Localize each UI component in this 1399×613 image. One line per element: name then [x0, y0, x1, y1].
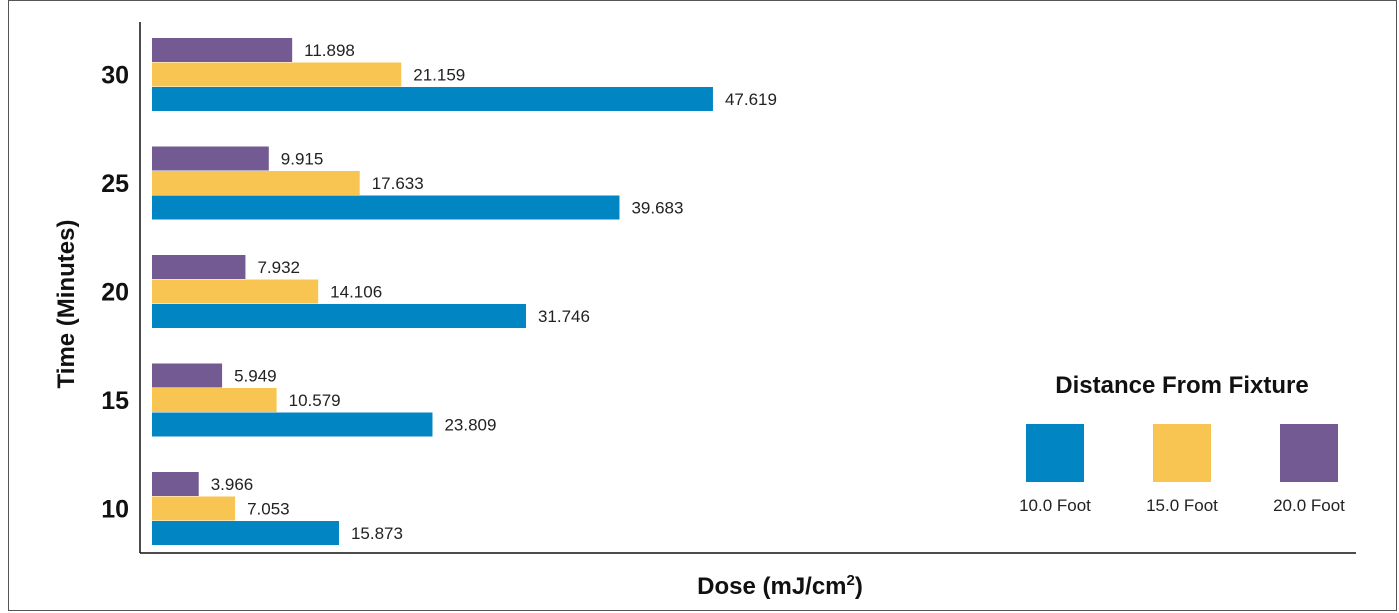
bar-10-0-foot-15	[152, 412, 433, 437]
bar-10-0-foot-10	[152, 521, 339, 545]
data-label: 21.159	[413, 66, 465, 85]
bar-20-0-foot-30	[152, 38, 293, 62]
y-tick-label: 30	[101, 62, 129, 90]
data-label: 9.915	[281, 150, 324, 169]
bars-group: 11.898 21.159 47.619 9.915 17.633 39.683 7.932…	[152, 38, 777, 545]
data-label: 11.898	[304, 41, 355, 60]
data-label: 47.619	[725, 90, 777, 109]
data-label: 39.683	[631, 199, 683, 218]
bar-20-0-foot-20	[152, 255, 246, 279]
bar-20-0-foot-15	[152, 363, 223, 388]
bar-15-0-foot-20	[152, 279, 319, 304]
data-label: 31.746	[538, 307, 590, 326]
bar-20-0-foot-10	[152, 472, 199, 496]
bar-15-0-foot-10	[152, 496, 236, 521]
data-label: 17.633	[372, 174, 424, 193]
x-axis-title-close: )	[855, 573, 863, 600]
bar-20-0-foot-25	[152, 146, 269, 171]
legend: Distance From Fixture 10.0 Foot 15.0 Foot 2…	[1019, 372, 1345, 515]
data-label: 15.873	[351, 524, 403, 543]
y-tick-label: 20	[101, 279, 129, 307]
y-tick-label: 25	[101, 170, 129, 198]
bar-15-0-foot-30	[152, 62, 402, 87]
data-label: 14.106	[330, 283, 382, 302]
data-label: 3.966	[211, 475, 254, 494]
legend-label: 10.0 Foot	[1019, 496, 1091, 515]
chart-frame	[8, 0, 1397, 611]
x-axis-title: Dose (mJ/cm2)	[697, 572, 863, 600]
legend-swatch	[1280, 424, 1338, 482]
bar-10-0-foot-20	[152, 304, 526, 328]
y-tick-label: 10	[101, 496, 129, 524]
bar-15-0-foot-25	[152, 171, 360, 195]
legend-title: Distance From Fixture	[1055, 372, 1308, 399]
bar-10-0-foot-25	[152, 195, 620, 220]
data-label: 10.579	[289, 391, 341, 410]
x-axis-title-sup: 2	[847, 572, 855, 589]
data-label: 7.053	[247, 500, 290, 519]
y-tick-label: 15	[101, 387, 129, 415]
legend-label: 20.0 Foot	[1273, 496, 1345, 515]
data-label: 7.932	[257, 258, 300, 277]
legend-swatch	[1153, 424, 1211, 482]
data-label: 23.809	[444, 416, 496, 435]
legend-swatch	[1026, 424, 1084, 482]
bar-15-0-foot-15	[152, 388, 277, 412]
category-ticks-group: 30 25 20 15 10	[101, 62, 129, 524]
data-label: 5.949	[234, 367, 277, 386]
x-axis-title-main: Dose (mJ/cm	[697, 573, 846, 600]
bar-10-0-foot-30	[152, 87, 713, 111]
y-axis-title: Time (Minutes)	[53, 220, 80, 389]
legend-label: 15.0 Foot	[1146, 496, 1218, 515]
